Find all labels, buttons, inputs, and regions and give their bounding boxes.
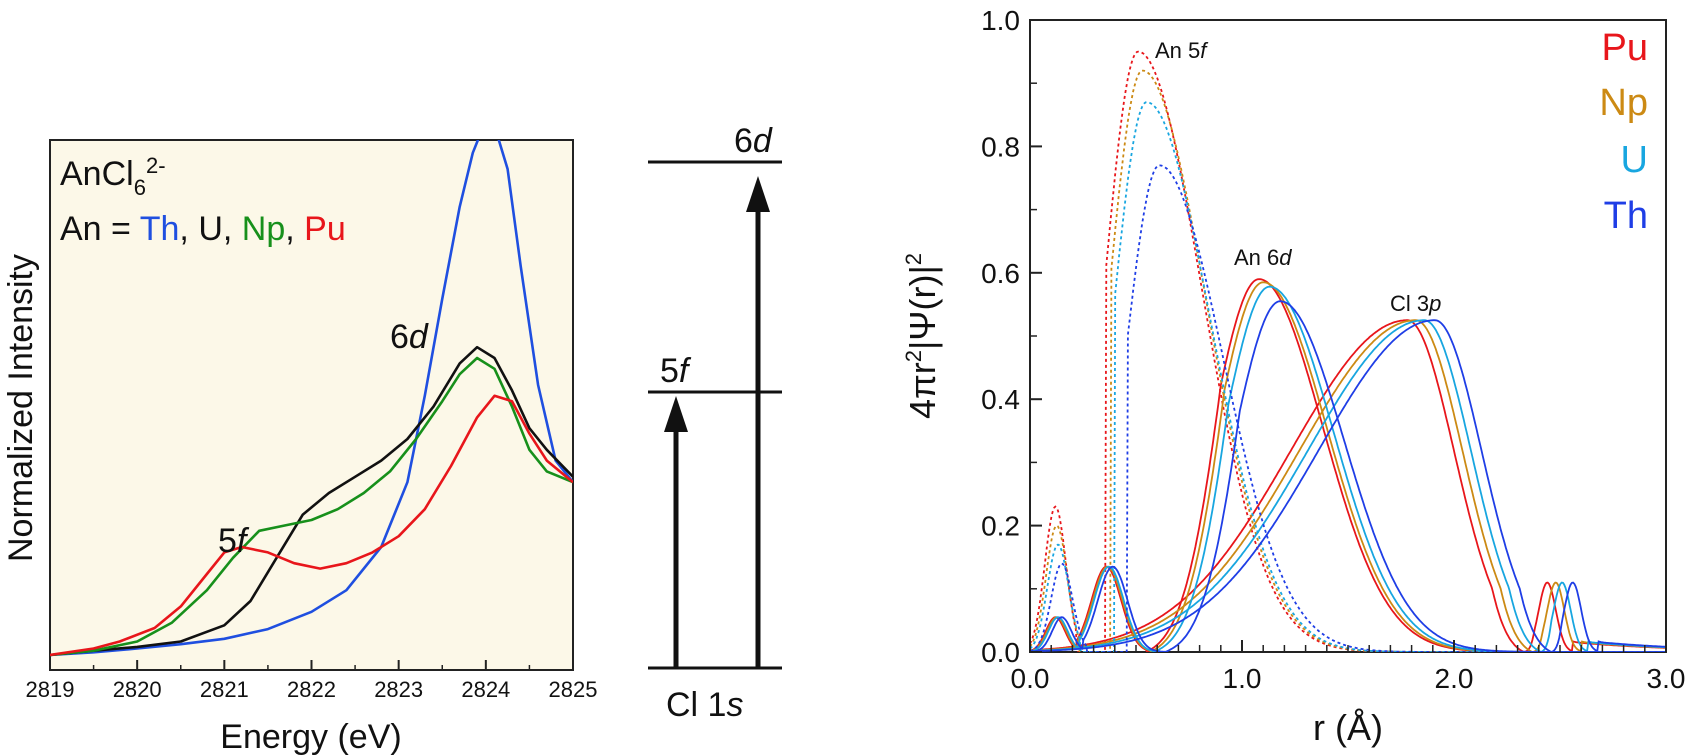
annotation-6d: 6d xyxy=(390,318,429,356)
spectrum-pu xyxy=(50,394,573,657)
x-tick-label: 2.0 xyxy=(1435,663,1474,694)
annotation-5f: 5f xyxy=(218,522,250,560)
x-tick-label: 2819 xyxy=(26,677,75,702)
spectra-panel: 2819 2820 2821 2822 2823 2824 2825 Energy (eV)… xyxy=(2,139,598,756)
cl3p-np xyxy=(1030,319,1666,652)
level-6d-label: 6d xyxy=(734,122,773,160)
spectra-y-axis-label: Normalized Intensity xyxy=(2,254,40,562)
spectra-lines xyxy=(50,140,573,657)
x-tick-label: 2823 xyxy=(374,677,423,702)
energy-diagram: 6d 5f Cl 1s xyxy=(648,122,782,724)
legend-pu: Pu xyxy=(304,210,346,248)
y-tick-label: 0.8 xyxy=(981,131,1020,162)
an5f-u xyxy=(1030,101,1666,652)
spectra-legend-line2: An = Th, U, Np, Pu xyxy=(60,210,346,248)
legend-u: U xyxy=(198,210,223,248)
arrowhead-5f xyxy=(664,396,688,432)
x-tick-label: 3.0 xyxy=(1647,663,1686,694)
spectra-x-axis-label: Energy (eV) xyxy=(220,718,401,756)
radial-lines xyxy=(1030,50,1666,652)
x-tick-label: 2824 xyxy=(461,677,510,702)
y-tick-label: 0.2 xyxy=(981,511,1020,542)
radial-panel: 0.0 1.0 2.0 3.0 0.0 0.2 0.4 0.6 0.8 1.0 r (Å) 4πr… xyxy=(901,5,1685,748)
spectra-legend-line1: AnCl62- xyxy=(60,153,166,200)
legend-th-radial: Th xyxy=(1604,195,1648,237)
annotation-cl3p: Cl 3p xyxy=(1390,291,1441,316)
annotation-an5f: An 5f xyxy=(1155,38,1209,63)
annotation-an6d: An 6d xyxy=(1234,245,1292,270)
y-tick-label: 0.0 xyxy=(981,637,1020,668)
an6d-np xyxy=(1030,281,1666,652)
y-tick-label: 1.0 xyxy=(981,5,1020,36)
an6d-u xyxy=(1030,285,1666,652)
spectrum-th xyxy=(50,140,573,657)
x-tick-label: 2820 xyxy=(113,677,162,702)
level-cl1s-label: Cl 1s xyxy=(666,686,743,724)
radial-ticks: 0.0 1.0 2.0 3.0 0.0 0.2 0.4 0.6 0.8 1.0 xyxy=(981,5,1685,694)
an5f-th xyxy=(1030,164,1666,652)
y-tick-label: 0.4 xyxy=(981,384,1020,415)
x-tick-label: 2821 xyxy=(200,677,249,702)
radial-x-axis-label: r (Å) xyxy=(1313,707,1383,748)
spectrum-np xyxy=(50,356,573,657)
x-tick-label: 0.0 xyxy=(1011,663,1050,694)
legend-pu-radial: Pu xyxy=(1602,27,1648,69)
spectra-x-ticks: 2819 2820 2821 2822 2823 2824 2825 xyxy=(26,660,598,702)
an5f-pu xyxy=(1030,50,1666,652)
x-tick-label: 2825 xyxy=(549,677,598,702)
cl3p-th xyxy=(1030,319,1666,652)
cl3p-u xyxy=(1030,319,1666,652)
cl3p-pu xyxy=(1030,319,1666,652)
x-tick-label: 2822 xyxy=(287,677,336,702)
spectrum-u xyxy=(50,345,573,657)
an6d-th xyxy=(1030,300,1666,652)
legend-np-radial: Np xyxy=(1599,82,1648,124)
radial-plot-area xyxy=(1029,19,1667,653)
radial-y-axis-label: 4πr2|Ψ(r)|2 xyxy=(901,253,943,419)
level-5f-label: 5f xyxy=(660,352,692,390)
x-tick-label: 1.0 xyxy=(1223,663,1262,694)
y-tick-label: 0.6 xyxy=(981,258,1020,289)
arrowhead-6d xyxy=(746,176,770,212)
legend-th: Th xyxy=(140,210,180,248)
legend-u-radial: U xyxy=(1621,139,1648,181)
legend-np: Np xyxy=(242,210,285,248)
